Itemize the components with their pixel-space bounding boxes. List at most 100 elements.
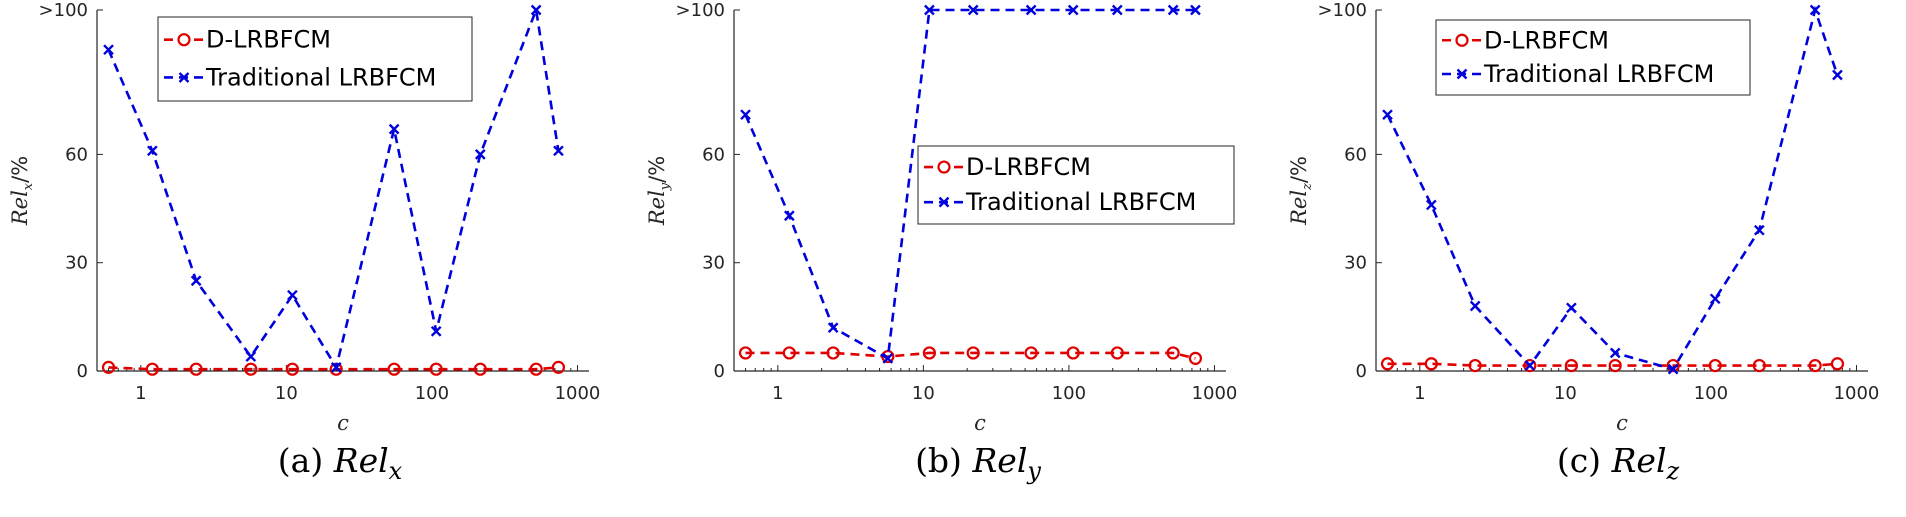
legend-label: D-LRBFCM <box>966 153 1091 181</box>
x-tick-label: 100 <box>1694 383 1728 404</box>
s2-point <box>430 325 442 337</box>
caption-base: Rel <box>333 441 389 480</box>
legend-box <box>917 145 1235 225</box>
caption-base: Rel <box>971 441 1027 480</box>
s1-point <box>244 362 258 376</box>
caption-sub: z <box>1666 457 1680 485</box>
y-label-unit: /% <box>8 156 32 183</box>
x-tick-label: 1000 <box>555 383 601 404</box>
y-tick-label: >100 <box>676 0 725 21</box>
s1-line <box>1387 362 1838 367</box>
panel-caption: (c) Relz <box>1557 441 1680 485</box>
y-label-unit: /% <box>645 156 669 183</box>
x-tick-label: 1 <box>135 383 146 404</box>
legend-box <box>157 16 473 102</box>
y-label-sub: y <box>658 182 673 191</box>
legend-label: Traditional LRBFCM <box>965 188 1196 216</box>
s1-point <box>1424 357 1438 371</box>
s2-point <box>1067 4 1079 16</box>
y-tick-label: 0 <box>714 361 725 382</box>
x-tick-label: 100 <box>1052 383 1086 404</box>
s1-point <box>922 346 936 360</box>
s1-point <box>1523 358 1537 373</box>
s2-point <box>1753 224 1765 236</box>
s1-point <box>1188 351 1203 365</box>
legend-label: Traditional LRBFCM <box>205 63 436 91</box>
y-axis-label: Relx/% <box>8 156 36 226</box>
s2-point <box>924 4 935 16</box>
y-tick-label: 0 <box>1356 361 1367 382</box>
s2-point <box>1425 199 1437 211</box>
s2-point <box>1190 4 1201 16</box>
y-tick-label: >100 <box>39 0 88 21</box>
y-tick-label: 60 <box>1344 144 1367 165</box>
legend-label: D-LRBFCM <box>1484 26 1609 54</box>
y-tick-label: 60 <box>702 144 725 165</box>
legend-marker-circle <box>177 33 191 47</box>
legend-marker-x <box>938 196 950 208</box>
s1-point <box>285 362 299 376</box>
legend-label: Traditional LRBFCM <box>1483 60 1714 88</box>
legend-marker-x <box>1456 68 1468 80</box>
s1-point <box>1608 358 1622 373</box>
s2-point <box>1709 293 1721 305</box>
s1-point <box>1752 358 1766 373</box>
s1-point <box>387 362 401 376</box>
s2-point <box>882 353 894 364</box>
s2-point <box>1167 4 1179 16</box>
legend-label: D-LRBFCM <box>206 26 331 54</box>
s1-point <box>529 362 543 376</box>
x-tick-label: 10 <box>1554 383 1577 404</box>
legend-box <box>1435 19 1751 96</box>
s2-point <box>1832 69 1843 81</box>
s2-point <box>827 322 839 334</box>
s2-point <box>1382 109 1393 121</box>
x-tick-label: 10 <box>912 383 935 404</box>
panel-caption: (b) Rely <box>915 441 1041 485</box>
x-tick-label: 100 <box>415 383 449 404</box>
s1-point <box>1110 346 1124 360</box>
y-label-sub: z <box>1300 183 1315 191</box>
x-axis-label: c <box>1616 411 1628 435</box>
s1-point <box>782 346 796 360</box>
s1-point <box>1380 357 1395 371</box>
s2-point <box>1667 363 1679 375</box>
x-tick-label: 1000 <box>1192 383 1238 404</box>
s2-point <box>1025 4 1037 16</box>
s2-point <box>1609 347 1621 359</box>
panel-caption: (a) Relx <box>278 441 403 485</box>
s2-point <box>967 4 979 16</box>
legend: D-LRBFCM Traditional LRBFCM <box>917 145 1235 225</box>
s2-point <box>330 362 342 373</box>
x-tick-label: 1000 <box>1834 383 1880 404</box>
x-axis-label: c <box>974 411 986 435</box>
y-label-base: Rel <box>645 190 669 226</box>
s1-point <box>966 346 980 360</box>
s2-point <box>1111 4 1123 16</box>
s1-point <box>1066 346 1080 360</box>
legend: D-LRBFCM Traditional LRBFCM <box>1435 19 1751 96</box>
s2-point <box>103 44 114 56</box>
caption-base: Rel <box>1611 441 1667 480</box>
s2-point <box>474 149 486 160</box>
s1-point <box>473 362 487 376</box>
s2-point <box>530 4 542 16</box>
s1-line <box>745 351 1196 360</box>
s2-point <box>1566 302 1577 314</box>
legend-marker-x <box>178 72 190 83</box>
caption-sub: y <box>1026 457 1041 485</box>
y-tick-label: 60 <box>65 144 88 165</box>
y-tick-label: 30 <box>702 253 725 274</box>
legend: D-LRBFCM Traditional LRBFCM <box>157 16 473 102</box>
s1-point <box>429 362 443 376</box>
s2-point <box>783 210 795 222</box>
y-tick-label: 30 <box>1344 253 1367 274</box>
s1-point <box>101 360 116 374</box>
x-axis-label: c <box>337 411 349 435</box>
y-tick-label: 0 <box>77 361 88 382</box>
legend-marker-circle <box>937 160 951 174</box>
